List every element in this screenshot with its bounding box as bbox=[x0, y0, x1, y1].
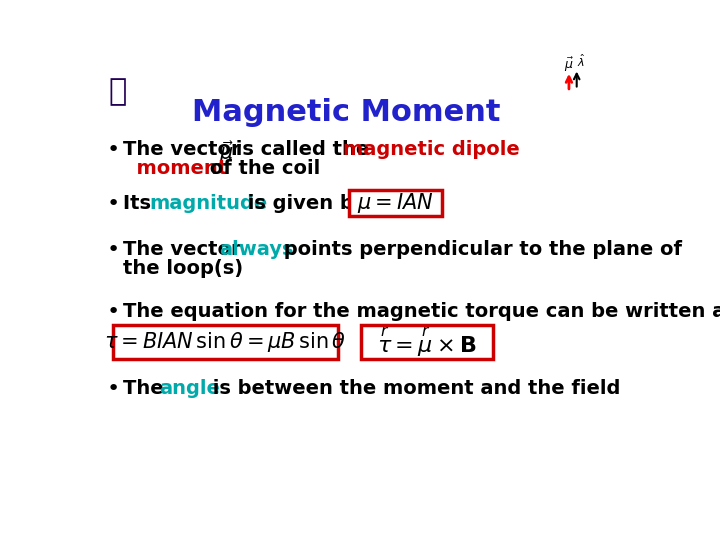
Text: is called the: is called the bbox=[229, 140, 376, 159]
Text: $\vec{\mu}$: $\vec{\mu}$ bbox=[564, 56, 574, 73]
Text: •: • bbox=[107, 240, 120, 260]
Text: is between the moment and the field: is between the moment and the field bbox=[207, 379, 621, 398]
Text: $\mu = IAN$: $\mu = IAN$ bbox=[357, 191, 433, 215]
Text: The equation for the magnetic torque can be written as: The equation for the magnetic torque can… bbox=[122, 302, 720, 321]
Text: The: The bbox=[122, 379, 170, 398]
Text: •: • bbox=[107, 379, 120, 399]
Text: angle: angle bbox=[159, 379, 220, 398]
Text: magnetic dipole: magnetic dipole bbox=[343, 140, 520, 159]
Text: of the coil: of the coil bbox=[203, 159, 320, 178]
Text: The vector: The vector bbox=[122, 240, 247, 259]
Text: magnitude: magnitude bbox=[150, 194, 268, 213]
FancyBboxPatch shape bbox=[113, 325, 338, 359]
Text: moment: moment bbox=[122, 159, 227, 178]
Text: $\tau = BIAN\,\sin\theta = \mu B\,\sin\theta$: $\tau = BIAN\,\sin\theta = \mu B\,\sin\t… bbox=[104, 330, 347, 354]
Text: always: always bbox=[219, 240, 294, 259]
FancyBboxPatch shape bbox=[361, 325, 493, 359]
Text: points perpendicular to the plane of: points perpendicular to the plane of bbox=[276, 240, 682, 259]
Text: Magnetic Moment: Magnetic Moment bbox=[192, 98, 500, 127]
Text: The vector: The vector bbox=[122, 140, 247, 159]
Text: $\hat{\lambda}$: $\hat{\lambda}$ bbox=[577, 53, 585, 69]
FancyBboxPatch shape bbox=[349, 190, 442, 217]
Text: •: • bbox=[107, 302, 120, 322]
Text: Its: Its bbox=[122, 194, 157, 213]
Text: •: • bbox=[107, 140, 120, 160]
Text: $\overset{r}{\tau} = \overset{r}{\mu}\times\mathbf{B}$: $\overset{r}{\tau} = \overset{r}{\mu}\ti… bbox=[377, 325, 477, 359]
Text: $\vec{\mu}$: $\vec{\mu}$ bbox=[219, 139, 234, 166]
Text: •: • bbox=[107, 194, 120, 214]
Text: the loop(s): the loop(s) bbox=[122, 259, 243, 278]
Text: is given by: is given by bbox=[241, 194, 380, 213]
Text: 🦎: 🦎 bbox=[108, 77, 126, 106]
